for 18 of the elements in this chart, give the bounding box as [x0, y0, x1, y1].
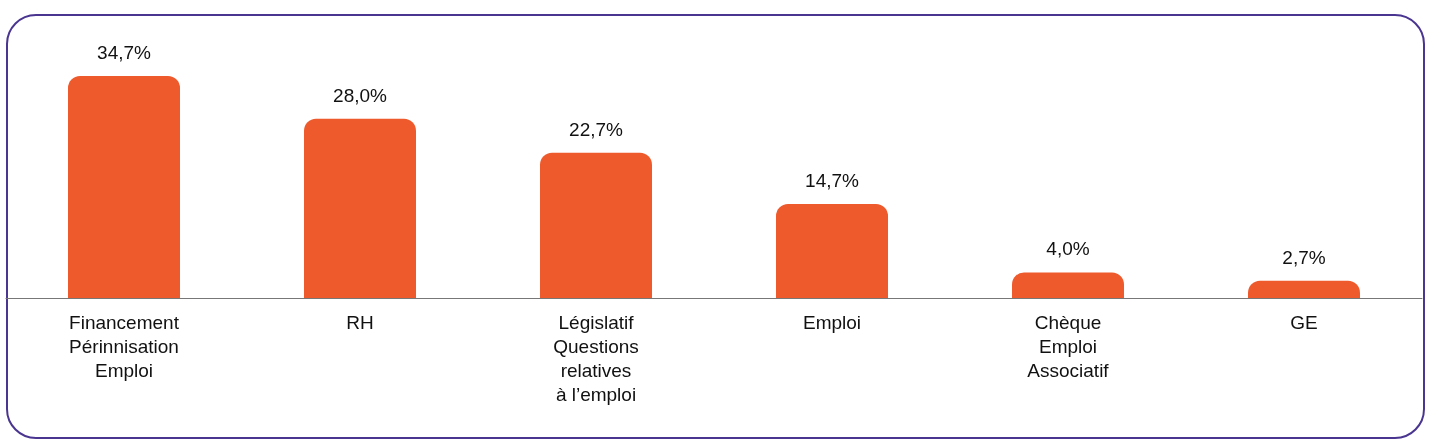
x-tick-label: RH	[346, 311, 374, 333]
bar	[304, 118, 416, 298]
bar	[1248, 280, 1360, 298]
data-label: 14,7%	[805, 169, 860, 191]
x-tick-label: Législatif Questions relatives à l’emploi	[553, 311, 639, 405]
data-label: 28,0%	[333, 84, 388, 106]
bar	[540, 152, 652, 298]
data-label: 2,7%	[1282, 246, 1326, 268]
x-tick-label: Emploi	[802, 311, 862, 333]
x-tick-label: Financement Périnnisation Emploi	[69, 311, 180, 381]
bar	[776, 203, 888, 298]
data-label: 22,7%	[569, 118, 624, 140]
bar	[68, 75, 180, 298]
x-tick-label: Chèque Emploi Associatif	[1027, 311, 1110, 381]
data-label: 4,0%	[1046, 238, 1090, 260]
x-tick-label: GE	[1290, 311, 1318, 333]
data-label: 34,7%	[97, 41, 152, 63]
bar	[1012, 272, 1124, 298]
